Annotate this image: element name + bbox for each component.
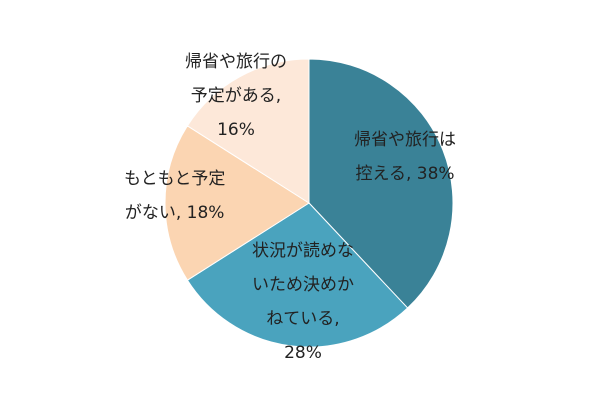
slice-label-line: がない, 18% [124,203,225,223]
pie-slice-1 [186,202,409,348]
slice-label-line: ねている, [266,309,340,329]
slice-label-line: 帰省や旅行は [354,130,456,150]
slice-label-line: 控える, 38% [355,164,455,184]
slice-label-line: 予定がある, [190,86,282,106]
pie-slice-0 [308,58,454,309]
slice-label-3: 帰省や旅行の 予定がある, 16% [185,45,287,147]
slice-label-line: いため決めか [252,275,354,295]
slice-label-2: もともと予定 がない, 18% [124,162,225,230]
pie-slice-3 [186,58,310,204]
slice-label-line: 16% [217,120,255,140]
slice-label-line: 28% [284,343,322,363]
slice-label-line: もともと予定 [124,169,226,189]
slice-label-line: 帰省や旅行の [185,52,287,72]
slice-label-line: 状況が読めな [252,241,354,261]
pie-slice-2 [164,125,310,281]
slice-label-0: 帰省や旅行は 控える, 38% [354,123,456,191]
slice-label-1: 状況が読めな いため決めか ねている, 28% [252,234,354,370]
